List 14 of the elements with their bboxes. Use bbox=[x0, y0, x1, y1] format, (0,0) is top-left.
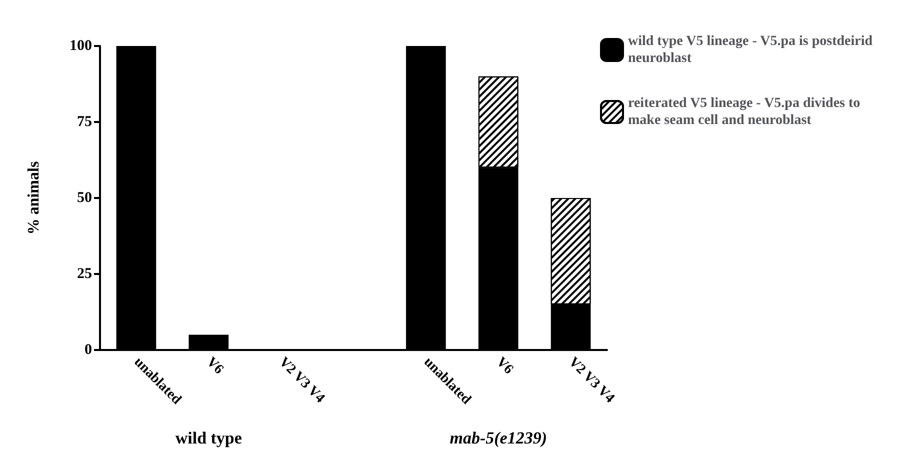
x-tick-label: V2 V3 V4 bbox=[276, 354, 328, 406]
x-tick-label: V6 bbox=[493, 354, 516, 378]
text: mab-5(e1239) bbox=[450, 428, 547, 448]
legend-label: wild type V5 lineage - V5.pa is postdeirid neuroblast bbox=[628, 34, 876, 66]
x-tick-label: V2 V3 V4 bbox=[565, 354, 617, 406]
text: wild type bbox=[175, 428, 242, 448]
y-tick-label: 50 bbox=[77, 190, 92, 206]
y-tick-label: 100 bbox=[70, 38, 92, 54]
y-axis-title: % animals bbox=[26, 161, 42, 235]
y-tick-label: 25 bbox=[77, 266, 92, 282]
y-tick-label: 75 bbox=[77, 114, 92, 130]
y-tick-label: 0 bbox=[84, 342, 92, 358]
x-tick-label: V6 bbox=[203, 354, 226, 378]
legend-label: reiterated V5 lineage - V5.pa divides to make seam cell and neuroblast bbox=[628, 96, 864, 128]
